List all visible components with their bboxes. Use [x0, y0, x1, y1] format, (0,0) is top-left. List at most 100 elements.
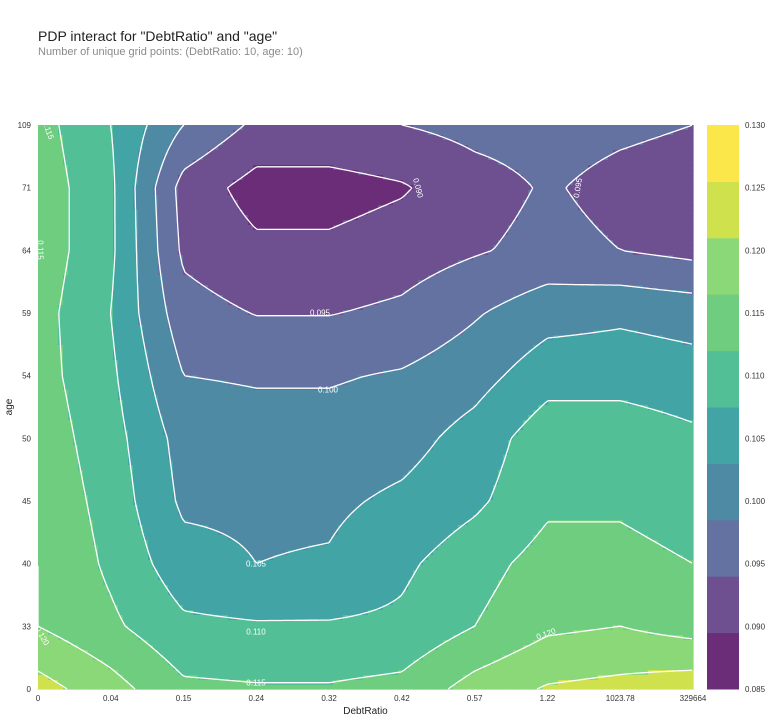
contour-cell [573, 135, 579, 141]
contour-cell [258, 205, 264, 211]
contour-cell [363, 255, 369, 261]
contour-cell [343, 250, 349, 256]
contour-cell [643, 280, 649, 286]
contour-cell [608, 170, 614, 176]
contour-cell [63, 140, 69, 146]
contour-cell [493, 270, 499, 276]
contour-cell [143, 165, 149, 171]
contour-cell [408, 255, 414, 261]
contour-cell [578, 300, 584, 306]
contour-cell [188, 195, 194, 201]
contour-cell [608, 260, 614, 266]
contour-cell [58, 285, 64, 291]
contour-cell [318, 245, 324, 251]
contour-cell [503, 220, 509, 226]
contour-cell [173, 150, 179, 156]
contour-cell [358, 290, 364, 296]
contour-cell [213, 240, 219, 246]
contour-cell [678, 140, 684, 146]
contour-cell [518, 165, 524, 171]
contour-cell [523, 185, 529, 191]
contour-cell [513, 135, 519, 141]
contour-cell [88, 265, 94, 271]
contour-cell [193, 175, 199, 181]
contour-cell [218, 205, 224, 211]
contour-cell [593, 240, 599, 246]
contour-cell [643, 300, 649, 306]
contour-cell [68, 230, 74, 236]
contour-cell [293, 240, 299, 246]
contour-cell [193, 135, 199, 141]
contour-cell [673, 175, 679, 181]
contour-cell [488, 205, 494, 211]
contour-cell [288, 210, 294, 216]
contour-cell [228, 260, 234, 266]
contour-cell [618, 260, 624, 266]
contour-cell [413, 290, 419, 296]
contour-cell [573, 215, 579, 221]
contour-cell [523, 250, 529, 256]
contour-cell [38, 275, 44, 281]
contour-cell [658, 145, 664, 151]
contour-cell [548, 215, 554, 221]
contour-cell [428, 240, 434, 246]
contour-cell [303, 250, 309, 256]
contour-cell [258, 180, 264, 186]
contour-cell [358, 130, 364, 136]
contour-cell [548, 170, 554, 176]
contour-cell [378, 270, 384, 276]
contour-cell [658, 195, 664, 201]
contour-cell [393, 210, 399, 216]
contour-cell [223, 200, 229, 206]
contour-cell [378, 200, 384, 206]
contour-cell [448, 250, 454, 256]
contour-cell [603, 305, 609, 311]
contour-cell [263, 185, 269, 191]
contour-cell [153, 170, 159, 176]
contour-cell [263, 175, 269, 181]
contour-cell [313, 240, 319, 246]
contour-cell [403, 255, 409, 261]
contour-cell [253, 160, 259, 166]
contour-cell [113, 135, 119, 141]
contour-cell [433, 185, 439, 191]
contour-cell [263, 240, 269, 246]
contour-cell [508, 175, 514, 181]
contour-cell [438, 245, 444, 251]
contour-cell [518, 270, 524, 276]
contour-cell [658, 150, 664, 156]
contour-cell [403, 140, 409, 146]
contour-cell [298, 125, 304, 131]
contour-cell [308, 245, 314, 251]
contour-cell [418, 250, 424, 256]
contour-cell [533, 280, 539, 286]
contour-cell [343, 285, 349, 291]
contour-cell [528, 205, 534, 211]
contour-cell [223, 245, 229, 251]
contour-cell [518, 255, 524, 261]
contour-cell [688, 175, 694, 181]
contour-cell [83, 150, 89, 156]
contour-cell [223, 300, 229, 306]
contour-cell [343, 150, 349, 156]
contour-cell [213, 295, 219, 301]
contour-cell [608, 300, 614, 306]
contour-cell [78, 265, 84, 271]
contour-cell [328, 270, 334, 276]
contour-cell [253, 305, 259, 311]
contour-cell [508, 255, 514, 261]
contour-cell [218, 210, 224, 216]
contour-cell [508, 155, 514, 161]
contour-cell [438, 145, 444, 151]
contour-cell [238, 135, 244, 141]
contour-cell [593, 280, 599, 286]
contour-cell [598, 240, 604, 246]
contour-cell [163, 300, 169, 306]
contour-cell [598, 290, 604, 296]
contour-cell [673, 240, 679, 246]
contour-cell [468, 130, 474, 136]
contour-cell [213, 140, 219, 146]
contour-cell [178, 280, 184, 286]
contour-cell [363, 150, 369, 156]
contour-cell [388, 250, 394, 256]
